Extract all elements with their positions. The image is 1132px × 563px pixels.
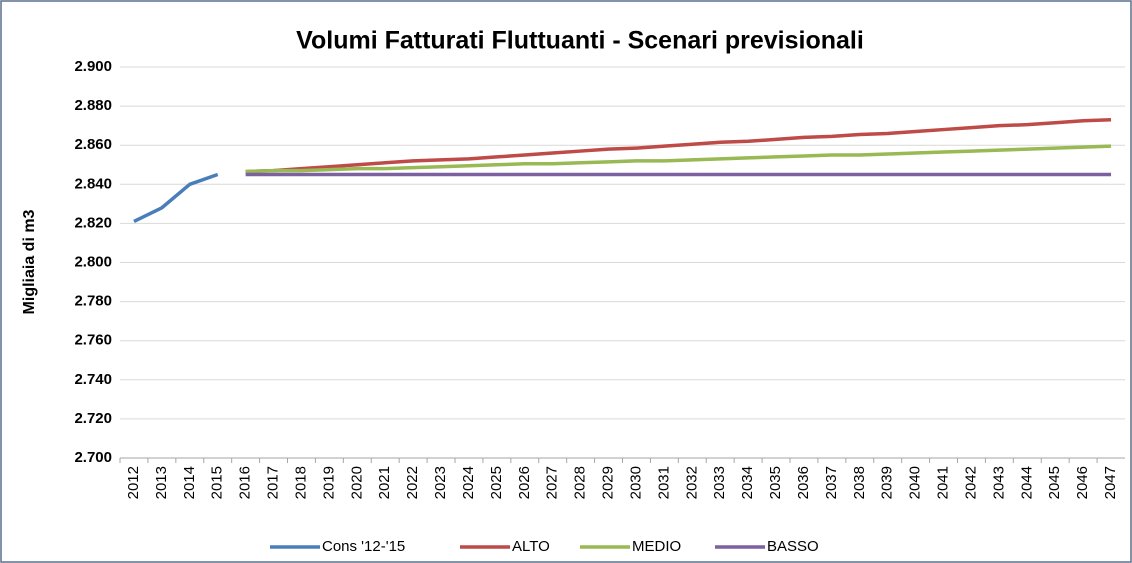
- x-tick-label: 2017: [265, 466, 282, 499]
- x-tick-label: 2016: [237, 466, 254, 499]
- x-tick-label: 2020: [348, 466, 365, 499]
- x-tick-label: 2021: [376, 466, 393, 499]
- x-tick-label: 2014: [181, 466, 198, 499]
- y-tick-label: 2.780: [74, 293, 112, 310]
- x-tick-label: 2035: [767, 466, 784, 499]
- x-tick-label: 2033: [711, 466, 728, 499]
- x-tick-label: 2043: [990, 466, 1007, 499]
- x-tick-label: 2046: [1074, 466, 1091, 499]
- y-tick-label: 2.760: [74, 332, 112, 349]
- y-axis-label: Migliaia di m3: [21, 209, 38, 314]
- y-tick-label: 2.820: [74, 214, 112, 231]
- series-line: [133, 172, 219, 224]
- x-tick-label: 2039: [879, 466, 896, 499]
- series-line: [245, 118, 1112, 174]
- y-tick-label: 2.720: [74, 410, 112, 427]
- x-tick-label: 2034: [739, 466, 756, 499]
- x-tick-label: 2018: [292, 466, 309, 499]
- x-tick-label: 2026: [516, 466, 533, 499]
- legend-label: BASSO: [767, 538, 819, 555]
- x-tick-label: 2042: [962, 466, 979, 499]
- legend-label: ALTO: [512, 538, 550, 555]
- chart-title: Volumi Fatturati Fluttuanti - Scenari pr…: [296, 27, 864, 55]
- x-tick-label: 2015: [209, 466, 226, 499]
- x-tick-label: 2022: [404, 466, 421, 499]
- legend-label: Cons '12-'15: [322, 538, 405, 555]
- x-tick-label: 2029: [600, 466, 617, 499]
- y-tick-label: 2.840: [74, 175, 112, 192]
- x-tick-label: 2037: [823, 466, 840, 499]
- y-tick-label: 2.700: [74, 449, 112, 466]
- x-tick-label: 2036: [795, 466, 812, 499]
- x-tick-label: 2038: [851, 466, 868, 499]
- x-tick-label: 2027: [544, 466, 561, 499]
- x-tick-label: 2030: [627, 466, 644, 499]
- x-tick-label: 2028: [572, 466, 589, 499]
- series-line: [245, 144, 1112, 174]
- x-tick-label: 2045: [1046, 466, 1063, 499]
- y-tick-label: 2.740: [74, 371, 112, 388]
- x-tick-label: 2031: [655, 466, 672, 499]
- x-tick-label: 2013: [153, 466, 170, 499]
- x-tick-label: 2025: [488, 466, 505, 499]
- x-tick-label: 2023: [432, 466, 449, 499]
- x-tick-label: 2012: [125, 466, 142, 499]
- y-tick-label: 2.880: [74, 97, 112, 114]
- y-tick-label: 2.860: [74, 136, 112, 153]
- x-tick-label: 2044: [1018, 466, 1035, 499]
- y-tick-label: 2.800: [74, 253, 112, 270]
- x-tick-label: 2040: [907, 466, 924, 499]
- legend-label: MEDIO: [632, 538, 681, 555]
- x-tick-label: 2047: [1102, 466, 1119, 499]
- x-tick-label: 2032: [683, 466, 700, 499]
- x-tick-label: 2041: [935, 466, 952, 499]
- x-tick-label: 2024: [460, 466, 477, 499]
- x-tick-label: 2019: [320, 466, 337, 499]
- y-tick-label: 2.900: [74, 58, 112, 75]
